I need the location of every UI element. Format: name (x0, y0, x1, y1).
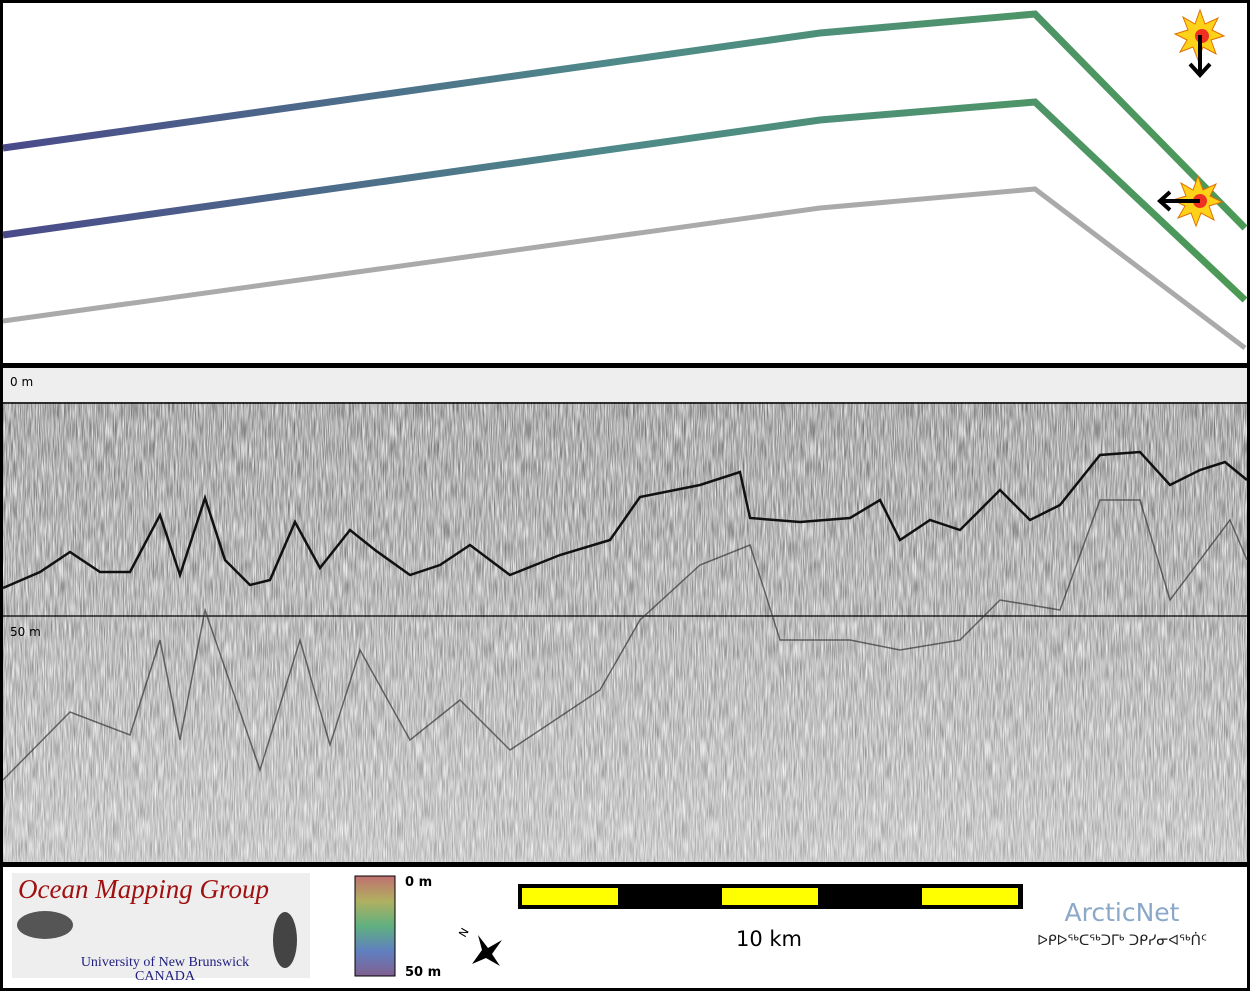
seismic-shade (3, 402, 1247, 862)
sun-icon (1173, 8, 1226, 78)
arcticnet-syllabics: ᐅᑭᐅᖅᑕᖅᑐᒥᒃ ᑐᑭᓯᓂᐊᖅᑏᑦ (1037, 932, 1207, 949)
colorbar-label: 0 m (405, 875, 432, 890)
scale-label: 10 km (736, 927, 802, 951)
seabed-reflector (2, 450, 1248, 590)
water-surface (3, 368, 1247, 402)
track-line (2, 98, 1248, 303)
track-line (2, 10, 1248, 231)
track-line (2, 186, 1247, 350)
depth-label: 0 m (10, 375, 33, 389)
depth-colorbar (354, 875, 396, 977)
track-panel (0, 0, 1250, 366)
depth-label: 50 m (10, 625, 41, 639)
logo-title: Ocean Mapping Group (18, 874, 269, 904)
logo-line: University of New Brunswick (81, 955, 249, 970)
sun-icon (1157, 174, 1224, 228)
scale-bar (518, 884, 1023, 909)
multiple-reflector (2, 499, 1248, 781)
omg-logo: Ocean Mapping Group University of New Br… (12, 873, 310, 984)
colorbar-label: 50 m (405, 965, 441, 980)
arcticnet-name: ArcticNet (1065, 898, 1180, 927)
logo-line: CANADA (135, 969, 196, 984)
